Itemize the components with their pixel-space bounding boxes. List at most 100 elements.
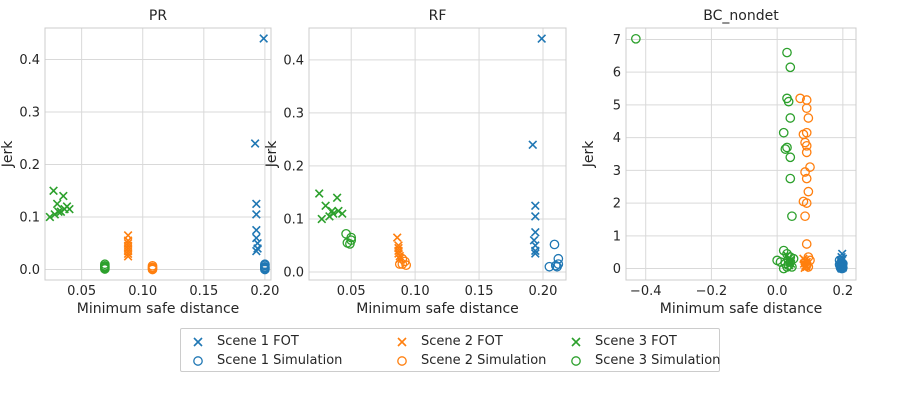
data-point-x-stroke-b xyxy=(58,191,68,201)
data-point-circle xyxy=(782,142,792,153)
x-axis-label: Minimum safe distance xyxy=(660,301,823,317)
plot-frame xyxy=(625,27,857,281)
data-point-x xyxy=(530,246,540,256)
x-tick-label: 0.15 xyxy=(189,284,218,299)
data-point-circle xyxy=(552,261,562,272)
plot-frame xyxy=(44,27,272,281)
data-point-x xyxy=(328,209,338,219)
legend-label: Scene 1 Simulation xyxy=(217,353,343,368)
legend-x-stroke-b xyxy=(193,336,203,347)
y-tick-label: 0 xyxy=(613,262,621,277)
data-point-x-stroke-b xyxy=(123,252,133,261)
data-point-x xyxy=(123,252,133,261)
chart-title: PR xyxy=(149,8,167,24)
y-tick-label: 0.3 xyxy=(19,106,40,121)
legend-circle-marker xyxy=(571,355,581,366)
legend-item: Scene 1 Simulation xyxy=(187,351,391,370)
x-axis-label: Minimum safe distance xyxy=(356,301,519,317)
data-point-circle xyxy=(801,260,812,271)
x-tick-label: 0.2 xyxy=(833,284,854,299)
data-point-x xyxy=(52,199,62,209)
data-point-x xyxy=(337,209,347,219)
series-scene-2-fot xyxy=(392,233,405,264)
legend: Scene 1 FOT Scene 2 FOT Scene 3 FOT Scene 1… xyxy=(180,328,720,372)
data-point-circle xyxy=(778,263,789,274)
series-scene-3-fot xyxy=(45,186,74,222)
data-point-x xyxy=(250,139,260,148)
data-point-circle xyxy=(801,140,812,151)
data-point-circle xyxy=(782,248,792,259)
data-point-circle xyxy=(782,47,792,58)
y-tick-label: 0.1 xyxy=(19,211,40,226)
data-point-x-stroke-b xyxy=(54,207,63,217)
data-point-x-stroke-b xyxy=(334,206,343,216)
legend-item: Scene 1 FOT xyxy=(187,332,391,351)
data-point-circle xyxy=(801,198,812,208)
data-point-circle xyxy=(801,147,812,158)
data-point-x xyxy=(530,227,540,237)
data-point-circle xyxy=(805,255,815,266)
data-point-circle xyxy=(785,173,796,184)
data-point-x-stroke-b xyxy=(317,214,327,224)
data-point-circle xyxy=(785,113,796,123)
x-tick-label: 0.0 xyxy=(767,284,788,299)
data-point-circle xyxy=(544,261,555,272)
data-point-x-stroke-b xyxy=(251,210,261,219)
data-point-circle xyxy=(260,264,270,275)
data-point-x-stroke-b xyxy=(395,254,405,264)
panel-rf: 0.05 0.10 0.15 0.20 0.0 0.1 0.2 0.3 0.4 RF Minimum… xyxy=(264,8,567,317)
data-point-x-stroke-b xyxy=(123,249,133,259)
series-scene-3-fot xyxy=(314,189,347,224)
data-point-x xyxy=(251,225,261,235)
data-point-circle xyxy=(801,173,812,184)
legend-circle-marker xyxy=(193,355,203,366)
legend-label: Scene 2 FOT xyxy=(421,334,503,349)
data-point-circle xyxy=(394,259,405,269)
data-point-circle xyxy=(800,167,810,177)
x-tick-label: 0.05 xyxy=(67,284,96,299)
chart-title: BC_nondet xyxy=(703,8,779,24)
y-tick-label: 0.1 xyxy=(283,212,304,227)
data-point-x-stroke-b xyxy=(251,225,261,235)
legend-label: Scene 2 Simulation xyxy=(421,353,547,368)
data-point-circle xyxy=(803,262,814,272)
series-scene-3-simulation xyxy=(631,33,799,274)
data-point-x-stroke-b xyxy=(325,211,334,221)
data-point-x-stroke-b xyxy=(537,34,547,43)
y-tick-label: 0.2 xyxy=(283,159,304,174)
data-point-circle xyxy=(100,264,110,274)
y-tick-label: 0.0 xyxy=(283,266,304,281)
legend-circle xyxy=(193,355,203,366)
data-point-x-stroke-b xyxy=(328,209,338,219)
data-point-x-stroke-b xyxy=(45,212,55,222)
x-tick-label: 0.20 xyxy=(250,284,279,299)
data-point-x-stroke-b xyxy=(251,246,261,256)
series-scene-2-simulation xyxy=(394,253,412,270)
y-tick-label: 0.0 xyxy=(19,263,40,278)
data-point-x-stroke-b xyxy=(530,227,540,237)
legend-circle xyxy=(397,355,407,366)
chart-title: RF xyxy=(429,8,447,24)
data-point-x xyxy=(251,233,261,243)
data-point-circle xyxy=(147,264,158,275)
series-scene-2-simulation xyxy=(147,260,158,275)
y-axis-label: Jerk xyxy=(264,140,280,168)
legend-x-stroke-b xyxy=(571,336,581,347)
series-scene-1-fot xyxy=(528,34,547,258)
data-point-x-stroke-b xyxy=(253,244,262,253)
data-point-circle xyxy=(785,257,796,267)
series-scene-2-simulation xyxy=(795,93,815,272)
y-axis-label: Jerk xyxy=(0,140,16,168)
series-scene-3-simulation xyxy=(100,259,110,274)
legend-item: Scene 2 FOT xyxy=(391,332,565,351)
y-tick-label: 0.3 xyxy=(283,106,304,121)
legend-circle-marker xyxy=(397,355,407,366)
data-point-x-stroke-b xyxy=(530,246,540,256)
data-point-x xyxy=(251,246,261,256)
data-point-x-stroke-b xyxy=(327,206,337,216)
panel-pr: 0.05 0.10 0.15 0.20 0.0 0.1 0.2 0.3 0.4 PR Minimum… xyxy=(0,8,279,317)
panel-bc-nondet: −0.4 −0.2 0.0 0.2 0 1 2 3 4 5 6 7 BC_nondet Minimum s… xyxy=(581,8,857,317)
data-point-x xyxy=(530,249,540,258)
data-point-circle xyxy=(785,62,796,73)
